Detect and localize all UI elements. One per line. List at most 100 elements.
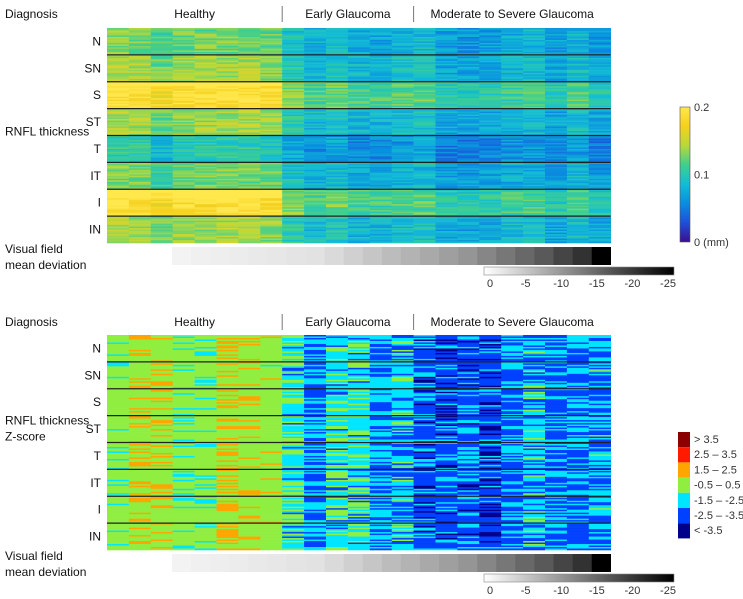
- heatmap-cell: [523, 190, 546, 193]
- heatmap-cell: [128, 541, 152, 543]
- heatmap-cell: [501, 44, 524, 47]
- heatmap-cell: [194, 354, 217, 357]
- heatmap-cell: [238, 223, 261, 226]
- heatmap-cell: [304, 101, 327, 103]
- heatmap-cell: [216, 397, 239, 400]
- heatmap-cell: [260, 128, 283, 130]
- heatmap-cell: [304, 147, 327, 150]
- heatmap-cell: [304, 393, 327, 396]
- heatmap-cell: [369, 225, 392, 227]
- heatmap-cell: [326, 526, 349, 528]
- heatmap-cell: [194, 128, 217, 130]
- heatmap-cell: [238, 116, 261, 118]
- heatmap-cell: [326, 217, 349, 220]
- heatmap-cell: [150, 184, 173, 187]
- heatmap-cell: [107, 472, 130, 475]
- vf-cell: [439, 247, 459, 265]
- heatmap-cell: [216, 219, 239, 221]
- heatmap-cell: [150, 183, 173, 186]
- heatmap-cell: [566, 102, 590, 105]
- heatmap-cell: [238, 484, 261, 487]
- heatmap-cell: [238, 544, 261, 546]
- heatmap-cell: [523, 105, 546, 108]
- heatmap-cell: [435, 159, 458, 162]
- heatmap-cell: [347, 208, 371, 211]
- heatmap-cell: [107, 93, 130, 96]
- heatmap-cell: [238, 237, 261, 239]
- heatmap-cell: [435, 101, 458, 103]
- heatmap-cell: [260, 60, 283, 63]
- heatmap-cell: [545, 77, 568, 80]
- heatmap-cell: [238, 446, 261, 449]
- heatmap-cell: [413, 153, 436, 156]
- heatmap-cell: [238, 229, 261, 232]
- heatmap-cell: [260, 83, 283, 86]
- heatmap-cell: [260, 66, 283, 69]
- heatmap-cell: [238, 45, 261, 48]
- heatmap-cell: [260, 205, 283, 208]
- heatmap-cell: [523, 163, 546, 166]
- heatmap-cell: [304, 545, 327, 548]
- heatmap-cell: [194, 457, 217, 460]
- heatmap-cell: [172, 165, 195, 168]
- heatmap-cell: [347, 186, 371, 189]
- heatmap-cell: [369, 238, 392, 241]
- heatmap-cell: [150, 128, 173, 130]
- heatmap-cell: [326, 457, 349, 460]
- heatmap-cell: [545, 111, 568, 114]
- heatmap-cell: [238, 461, 261, 464]
- heatmap-cell: [128, 412, 152, 415]
- heatmap-cell: [150, 42, 173, 45]
- heatmap-cell: [326, 63, 349, 66]
- heatmap-cell: [216, 524, 239, 527]
- heatmap-cell: [282, 223, 305, 226]
- heatmap-cell: [107, 403, 130, 406]
- heatmap-cell: [413, 144, 436, 147]
- heatmap-cell: [304, 132, 327, 135]
- heatmap-cell: [479, 32, 502, 35]
- heatmap-cell: [282, 159, 305, 162]
- heatmap-cell: [172, 141, 195, 144]
- heatmap-cell: [282, 50, 305, 53]
- heatmap-cell: [150, 509, 173, 512]
- heatmap-cell: [435, 132, 458, 135]
- heatmap-cell: [523, 193, 546, 196]
- heatmap-cell: [391, 240, 414, 242]
- heatmap-cell: [282, 432, 305, 434]
- heatmap-cell: [216, 448, 239, 451]
- heatmap-cell: [523, 213, 546, 215]
- heatmap-cell: [566, 240, 590, 242]
- heatmap-cell: [194, 56, 217, 59]
- heatmap-cell: [282, 168, 305, 171]
- heatmap-cell: [304, 475, 327, 478]
- heatmap-cell: [107, 81, 130, 84]
- heatmap-cell: [107, 96, 130, 99]
- heatmap-cell: [566, 147, 590, 150]
- heatmap-cell: [128, 375, 152, 378]
- heatmap-cell: [347, 141, 371, 144]
- heatmap-cell: [260, 378, 283, 381]
- heatmap-cell: [413, 240, 436, 242]
- heatmap-cell: [216, 497, 239, 500]
- heatmap-cell: [282, 445, 305, 448]
- heatmap-cell: [238, 135, 261, 138]
- heatmap-cell: [260, 63, 283, 66]
- heatmap-cell: [260, 141, 283, 144]
- heatmap-cell: [347, 62, 371, 65]
- heatmap-cell: [435, 57, 458, 60]
- heatmap-cell: [347, 131, 371, 133]
- heatmap-cell: [128, 98, 152, 100]
- heatmap-cell: [588, 175, 611, 178]
- heatmap-cell: [523, 65, 546, 68]
- heatmap-cell: [128, 216, 152, 218]
- heatmap-cell: [588, 138, 611, 141]
- heatmap-cell: [238, 354, 261, 357]
- heatmap-cell: [501, 59, 524, 62]
- heatmap-cell: [238, 403, 261, 406]
- heatmap-cell: [304, 169, 327, 172]
- heatmap-cell: [304, 452, 327, 455]
- heatmap-cell: [128, 485, 152, 488]
- heatmap-cell: [216, 420, 239, 422]
- heatmap-cell: [194, 231, 217, 233]
- heatmap-cell: [194, 87, 217, 90]
